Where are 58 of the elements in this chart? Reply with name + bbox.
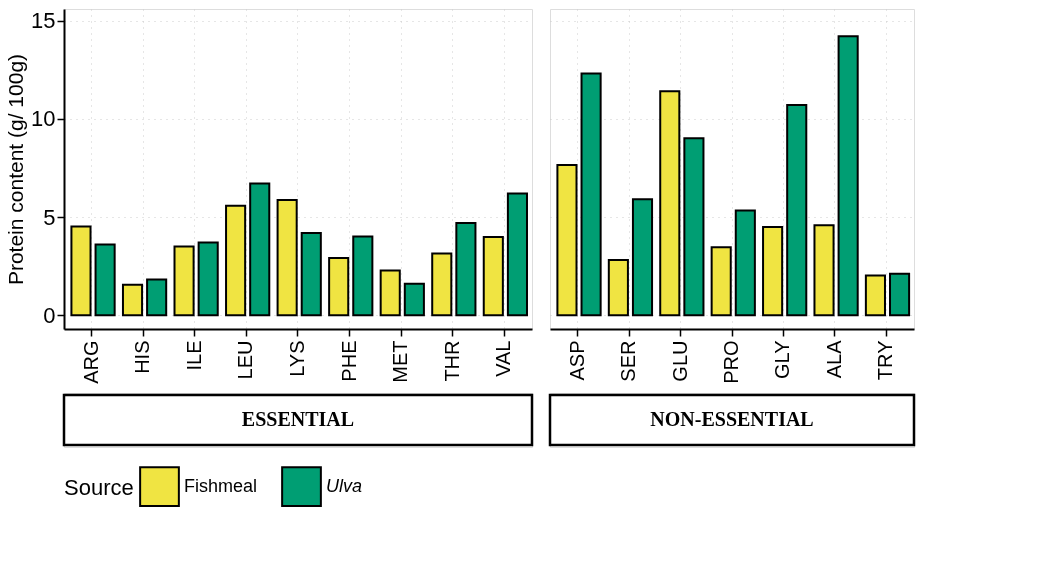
x-axis-title: NON-ESSENTIAL	[650, 408, 814, 430]
legend-label: Fishmeal	[184, 475, 258, 496]
bar	[659, 90, 681, 317]
bar	[146, 278, 168, 317]
bar	[352, 235, 374, 317]
x-tick-label: ALA	[822, 339, 845, 379]
bar	[837, 35, 859, 317]
bar	[734, 209, 756, 317]
x-tick-label: MET	[389, 340, 412, 383]
bar	[631, 198, 654, 317]
bar	[276, 199, 298, 317]
bar	[710, 246, 732, 317]
x-tick-label: PRO	[720, 340, 742, 384]
bar	[431, 252, 453, 317]
bar	[506, 192, 528, 317]
bar	[197, 241, 219, 317]
bar	[683, 137, 705, 317]
y-tick-label: 0	[43, 302, 56, 328]
x-axis-title: ESSENTIAL	[241, 408, 355, 430]
bar	[762, 226, 784, 317]
x-tick-label: THR	[440, 340, 463, 382]
legend-label: Ulva	[326, 475, 363, 496]
bar	[94, 243, 116, 317]
bar	[328, 256, 350, 317]
y-axis-title: Protein content (g/ 100g)	[4, 53, 28, 286]
x-tick-label: ARG	[79, 340, 102, 384]
x-tick-label: SER	[617, 340, 640, 382]
legend-title: Source	[64, 475, 134, 500]
bar	[556, 164, 578, 317]
bar	[813, 224, 835, 317]
bar	[225, 204, 247, 317]
x-tick-label: PHE	[337, 340, 360, 382]
x-tick-label: TRY	[874, 340, 897, 381]
bar	[70, 225, 92, 317]
x-tick-label: VAL	[492, 340, 515, 377]
bar	[864, 274, 886, 317]
x-tick-label: ASP	[565, 340, 588, 381]
x-tick-label: ILE	[182, 340, 205, 371]
x-tick-label: GLY	[771, 340, 794, 380]
bar	[786, 104, 808, 317]
bar	[173, 245, 195, 317]
y-tick-label: 15	[31, 8, 56, 34]
bar	[379, 269, 401, 317]
x-tick-label: GLU	[668, 340, 691, 382]
x-tick-label: LEU	[234, 340, 257, 380]
bar	[889, 272, 911, 317]
bar	[121, 283, 144, 317]
y-tick-label: 5	[43, 204, 56, 230]
bar	[249, 182, 271, 317]
y-tick-label: 10	[31, 106, 56, 132]
bar	[455, 221, 477, 317]
x-tick-label: LYS	[286, 340, 308, 377]
bar	[580, 72, 602, 317]
bar	[300, 232, 322, 317]
bar	[482, 235, 504, 317]
bar	[403, 282, 425, 317]
bar	[607, 259, 629, 317]
x-tick-label: HIS	[131, 340, 154, 374]
